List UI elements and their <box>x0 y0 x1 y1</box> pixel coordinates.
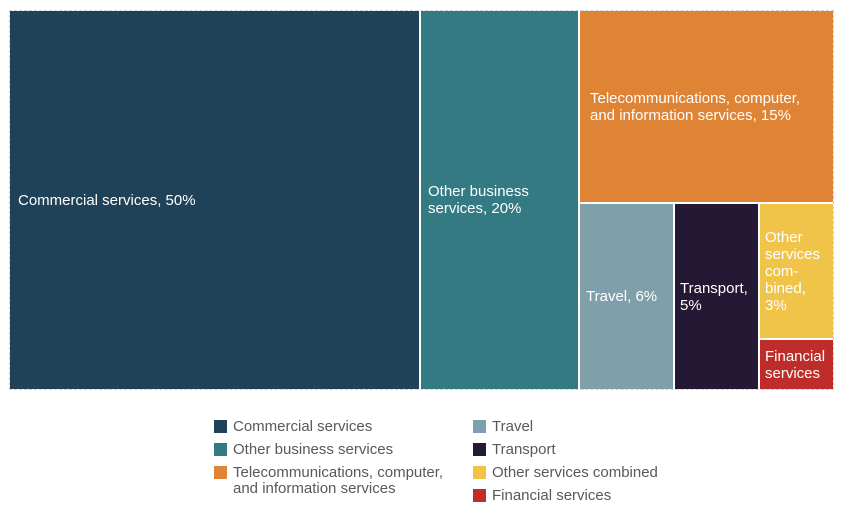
treemap-label-financial-services: Financial services <box>765 347 826 382</box>
legend-label-travel: Travel <box>492 418 534 435</box>
legend-swatch-telecommunications-icon <box>214 466 227 479</box>
legend-label-telecommunications: Telecommunications, computer, and inform… <box>233 464 444 497</box>
legend-right-column: Travel Transport Other services combined… <box>473 419 713 511</box>
treemap-label-travel: Travel, 6% <box>586 288 658 305</box>
treemap-label-other-business-services: Other business services, 20% <box>428 183 529 217</box>
legend-swatch-commercial-services-icon <box>214 420 227 433</box>
legend-label-other-services-combined: Other services combined <box>492 464 658 481</box>
legend-swatch-travel-icon <box>473 420 486 433</box>
legend-label-commercial-services: Commercial services <box>233 418 373 435</box>
legend-item-other-business-services: Other business services <box>214 442 469 458</box>
legend-item-other-services-combined: Other services combined <box>473 465 713 481</box>
treemap-block-financial-services: Financial services <box>760 340 833 389</box>
legend-swatch-other-services-combined-icon <box>473 466 486 479</box>
legend-swatch-financial-services-icon <box>473 489 486 502</box>
treemap-label-commercial-services: Commercial services, 50% <box>18 191 196 209</box>
legend-item-transport: Transport <box>473 442 713 458</box>
legend-item-travel: Travel <box>473 419 713 435</box>
legend-label-financial-services: Financial services <box>492 487 612 504</box>
legend-swatch-other-business-services-icon <box>214 443 227 456</box>
treemap-label-transport: Transport, 5% <box>680 279 748 314</box>
treemap-block-commercial-services: Commercial services, 50% <box>10 11 419 389</box>
legend-item-commercial-services: Commercial services <box>214 419 469 435</box>
treemap-block-other-business-services: Other business services, 20% <box>421 11 578 389</box>
legend-item-financial-services: Financial services <box>473 488 713 504</box>
treemap-chart: Commercial services, 50% Other business … <box>9 10 834 390</box>
treemap-block-telecommunications: Telecommunications, computer, and inform… <box>580 11 833 202</box>
treemap-label-telecommunications: Telecommunications, computer, and inform… <box>590 89 801 124</box>
treemap-label-other-services-combined: Other services com- bined, 3% <box>765 228 821 314</box>
legend-label-transport: Transport <box>492 441 556 458</box>
legend-swatch-transport-icon <box>473 443 486 456</box>
treemap-block-travel: Travel, 6% <box>580 204 673 389</box>
treemap-block-other-services-combined: Other services com- bined, 3% <box>760 204 833 338</box>
legend-left-column: Commercial services Other business servi… <box>214 419 469 504</box>
legend-item-telecommunications: Telecommunications, computer, and inform… <box>214 465 469 497</box>
treemap-block-transport: Transport, 5% <box>675 204 758 389</box>
legend-label-other-business-services: Other business services <box>233 441 394 458</box>
